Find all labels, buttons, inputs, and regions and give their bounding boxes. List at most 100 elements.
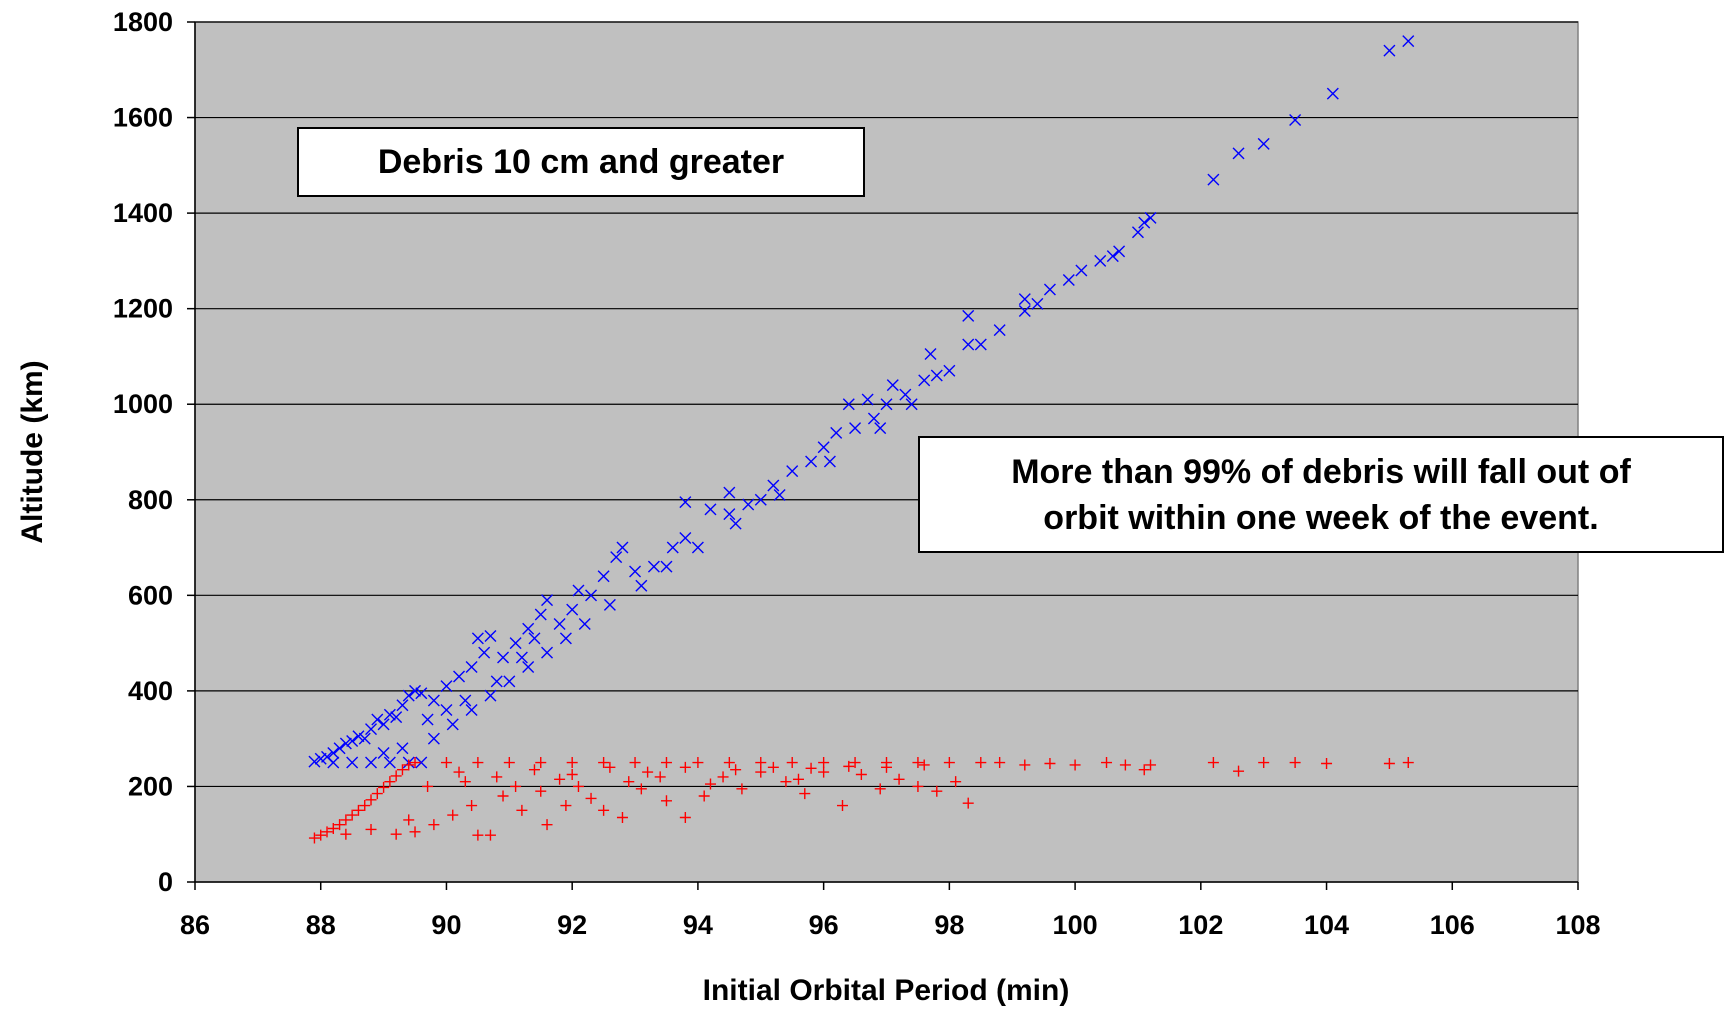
x-marker-point — [974, 338, 987, 351]
x-marker-point — [365, 756, 378, 769]
plus-marker-point — [755, 757, 767, 769]
x-marker-point — [478, 646, 491, 659]
x-marker-point — [415, 687, 428, 700]
x-marker-point — [308, 755, 321, 768]
x-tick-label: 100 — [1053, 910, 1098, 940]
plus-marker-point — [321, 826, 333, 838]
x-marker-point — [1131, 226, 1144, 239]
y-tick-label: 800 — [128, 485, 173, 515]
x-marker-point — [497, 651, 510, 664]
x-marker-point — [585, 589, 598, 602]
plus-marker-point — [484, 829, 496, 841]
x-marker-point — [440, 704, 453, 716]
x-tick-label: 102 — [1178, 910, 1223, 940]
x-marker-point — [1383, 44, 1396, 57]
x-marker-point — [880, 398, 893, 411]
x-marker-point — [1138, 216, 1151, 229]
plus-marker-point — [554, 773, 566, 785]
plus-marker-point — [881, 761, 892, 773]
plus-marker-point — [623, 776, 635, 788]
plus-marker-point — [1258, 757, 1270, 769]
plus-marker-point — [604, 761, 616, 773]
plus-marker-point — [1321, 758, 1333, 770]
x-marker-point — [849, 422, 862, 435]
plus-marker-point — [799, 788, 811, 800]
plus-marker-point — [497, 790, 509, 802]
x-marker-point — [541, 646, 554, 659]
plus-marker-point — [767, 761, 779, 773]
plus-marker-point — [704, 778, 716, 790]
x-tick-label: 90 — [431, 910, 461, 940]
plus-marker-point — [931, 785, 943, 797]
x-marker-point — [333, 742, 346, 755]
plus-marker-point — [466, 800, 478, 812]
plus-marker-point — [1207, 757, 1219, 769]
x-marker-point — [704, 503, 717, 516]
plus-marker-point — [572, 780, 584, 792]
x-marker-point — [541, 594, 554, 607]
x-marker-point — [629, 565, 642, 578]
x-marker-point — [1326, 87, 1339, 100]
x-marker-point — [817, 441, 830, 454]
plus-marker-point — [780, 776, 792, 788]
plus-marker-point — [352, 804, 364, 816]
plus-marker-point — [918, 759, 930, 771]
plus-marker-point — [943, 757, 955, 769]
x-marker-point — [610, 551, 623, 564]
x-marker-point — [616, 541, 629, 554]
x-marker-point — [377, 718, 390, 731]
plus-marker-point — [836, 800, 848, 812]
x-marker-point — [1402, 35, 1415, 48]
x-marker-point — [993, 324, 1006, 337]
plus-marker-point — [503, 757, 515, 769]
plus-marker-point — [365, 823, 377, 835]
x-marker-point — [402, 689, 415, 702]
x-marker-point — [679, 496, 692, 509]
plus-marker-point — [849, 757, 861, 769]
plus-marker-point — [635, 783, 647, 795]
plus-marker-point — [818, 757, 830, 769]
plus-marker-point — [962, 797, 974, 809]
x-marker-point — [427, 694, 440, 707]
x-marker-point — [597, 570, 610, 583]
annotation-line: orbit within one week of the event. — [1043, 498, 1599, 537]
x-marker-point — [1113, 245, 1126, 258]
annotation-debris-size: Debris 10 cm and greater — [297, 127, 865, 197]
plus-marker-point — [1101, 757, 1113, 769]
plus-marker-point — [396, 764, 408, 776]
plus-marker-point — [616, 812, 628, 823]
series-1 — [308, 757, 1414, 844]
plus-marker-point — [359, 800, 371, 812]
x-marker-point — [886, 379, 899, 392]
plus-marker-point — [453, 766, 465, 778]
x-marker-point — [371, 713, 384, 726]
plus-marker-point — [692, 757, 704, 769]
plus-marker-point — [1145, 759, 1157, 771]
x-marker-point — [679, 532, 692, 544]
plus-marker-point — [660, 795, 672, 807]
x-marker-point — [767, 479, 780, 492]
plus-marker-point — [1233, 765, 1245, 777]
x-tick-label: 88 — [306, 910, 336, 940]
x-marker-point — [899, 388, 912, 401]
x-marker-point — [962, 338, 975, 351]
plus-marker-point — [384, 776, 396, 788]
plus-marker-point — [950, 776, 962, 788]
plus-marker-point — [654, 771, 666, 783]
tick-labels: 0 200 400 600 800 1000 1200 1400 1600 1800 86 88 90 9… — [113, 7, 1601, 940]
plus-marker-point — [912, 757, 924, 769]
x-marker-point — [453, 670, 466, 683]
plus-marker-point — [994, 757, 1006, 769]
x-marker-point — [924, 348, 937, 361]
plus-marker-point — [598, 804, 610, 816]
plus-marker-point — [566, 757, 578, 769]
plus-marker-point — [403, 759, 415, 771]
plus-marker-point — [378, 781, 390, 793]
x-marker-point — [446, 718, 459, 731]
plus-marker-point — [422, 780, 434, 792]
x-marker-point — [396, 699, 409, 712]
x-marker-point — [830, 426, 843, 439]
x-marker-point — [465, 661, 478, 673]
x-marker-point — [352, 730, 365, 743]
x-marker-point — [930, 369, 943, 382]
